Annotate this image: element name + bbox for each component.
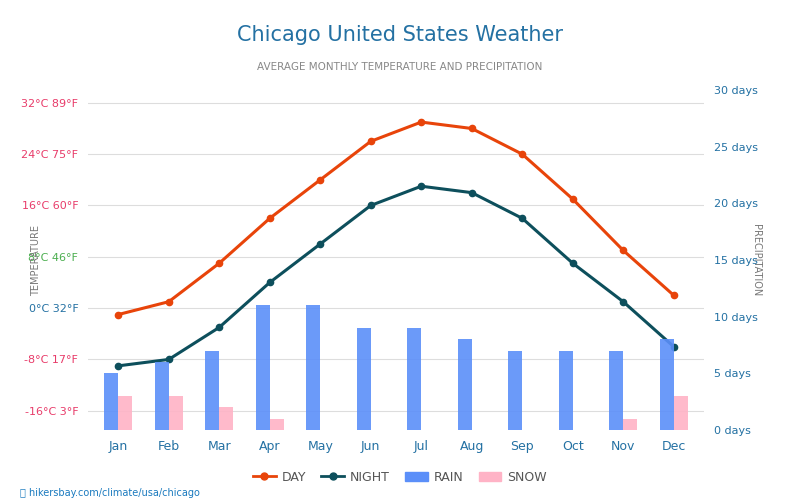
NIGHT — [669, 344, 678, 349]
Bar — [458, 340, 472, 430]
Bar — [104, 374, 118, 430]
NIGHT — [618, 298, 628, 304]
Bar — [205, 350, 219, 430]
Bar — [256, 306, 270, 430]
DAY — [618, 248, 628, 254]
NIGHT — [467, 190, 477, 196]
Line: NIGHT: NIGHT — [115, 183, 677, 369]
NIGHT — [265, 280, 274, 285]
NIGHT — [568, 260, 578, 266]
Bar — [219, 408, 234, 430]
DAY — [366, 138, 375, 144]
DAY — [114, 312, 123, 318]
Bar — [609, 350, 623, 430]
DAY — [518, 151, 527, 157]
Legend: DAY, NIGHT, RAIN, SNOW: DAY, NIGHT, RAIN, SNOW — [248, 466, 552, 489]
Bar — [623, 418, 638, 430]
Bar — [659, 340, 674, 430]
Bar — [118, 396, 133, 430]
Bar — [270, 418, 284, 430]
Bar — [154, 362, 169, 430]
Line: DAY: DAY — [115, 119, 677, 318]
Bar — [558, 350, 573, 430]
Text: Chicago United States Weather: Chicago United States Weather — [237, 25, 563, 45]
Text: PRECIPITATION: PRECIPITATION — [751, 224, 762, 296]
DAY — [417, 119, 426, 125]
DAY — [265, 216, 274, 222]
DAY — [669, 292, 678, 298]
DAY — [467, 126, 477, 132]
Bar — [306, 306, 320, 430]
DAY — [315, 177, 325, 183]
NIGHT — [164, 356, 174, 362]
Text: 🌐 hikersbay.com/climate/usa/chicago: 🌐 hikersbay.com/climate/usa/chicago — [20, 488, 200, 498]
NIGHT — [417, 183, 426, 189]
Bar — [357, 328, 370, 430]
DAY — [164, 298, 174, 304]
Bar — [508, 350, 522, 430]
Bar — [407, 328, 422, 430]
Bar — [674, 396, 688, 430]
NIGHT — [366, 202, 375, 208]
NIGHT — [518, 216, 527, 222]
Text: TEMPERATURE: TEMPERATURE — [30, 224, 41, 296]
DAY — [214, 260, 224, 266]
Bar — [169, 396, 183, 430]
Text: AVERAGE MONTHLY TEMPERATURE AND PRECIPITATION: AVERAGE MONTHLY TEMPERATURE AND PRECIPIT… — [258, 62, 542, 72]
NIGHT — [114, 363, 123, 369]
NIGHT — [214, 324, 224, 330]
DAY — [568, 196, 578, 202]
NIGHT — [315, 241, 325, 247]
